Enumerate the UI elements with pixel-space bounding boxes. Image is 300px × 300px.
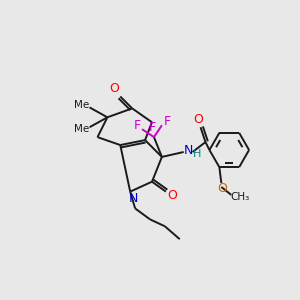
Text: N: N [184, 143, 193, 157]
Text: O: O [110, 82, 119, 95]
Text: CH₃: CH₃ [230, 192, 250, 202]
Text: N: N [128, 192, 138, 205]
Text: O: O [167, 189, 177, 202]
Text: O: O [218, 182, 227, 196]
Text: F: F [148, 121, 155, 134]
Text: F: F [134, 119, 141, 132]
Text: F: F [163, 115, 170, 128]
Text: O: O [194, 113, 203, 126]
Text: Me: Me [74, 124, 89, 134]
Text: Me: Me [74, 100, 89, 110]
Text: H: H [192, 149, 201, 159]
